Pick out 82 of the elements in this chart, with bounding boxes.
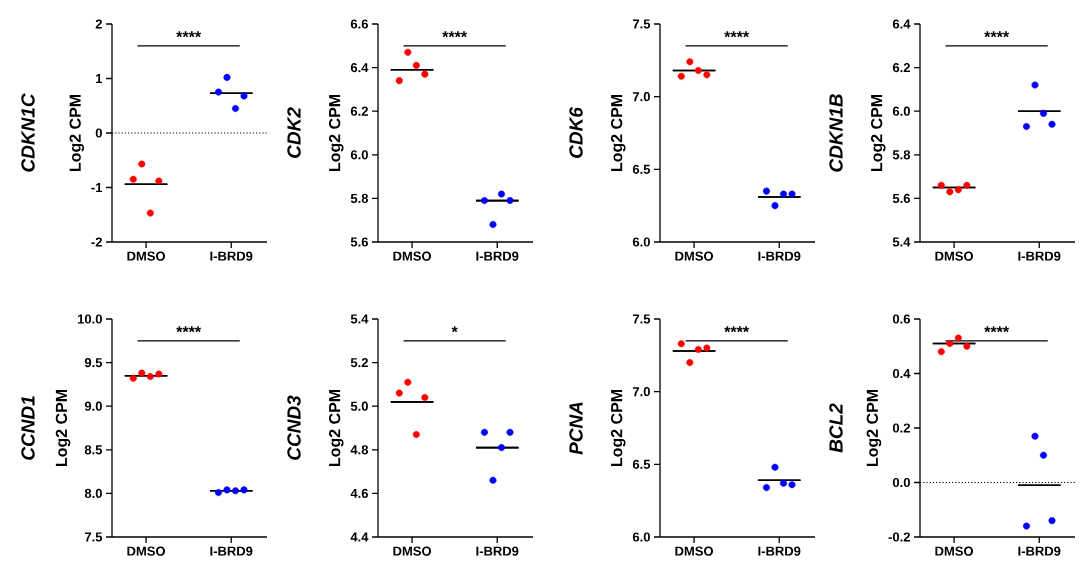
y-tick-label: 7.5 bbox=[632, 19, 651, 29]
y-tick-label: 6.2 bbox=[892, 62, 910, 73]
x-tick-label: I-BRD9 bbox=[476, 251, 519, 261]
x-tick-label: I-BRD9 bbox=[476, 546, 519, 556]
y-axis-title: Log2 CPM bbox=[610, 94, 626, 172]
annotation: **** bbox=[724, 326, 750, 333]
x-tick-label: DMSO bbox=[675, 546, 714, 556]
y-tick-label: 0.6 bbox=[892, 314, 911, 324]
y-tick-label: 5.0 bbox=[350, 401, 368, 411]
x-tick-label: I-BRD9 bbox=[1018, 251, 1061, 261]
y-tick-label: 5.8 bbox=[892, 150, 911, 160]
annotation: **** bbox=[176, 326, 202, 333]
text: CCND1 bbox=[21, 396, 35, 460]
text: BCL2 bbox=[829, 403, 843, 453]
y-tick-label: 1 bbox=[96, 74, 103, 83]
text: CDK2 bbox=[287, 107, 301, 158]
y-tick-label: 8.5 bbox=[84, 445, 103, 455]
y-tick-label: 6.2 bbox=[350, 106, 368, 116]
text: CCND3 bbox=[287, 395, 301, 460]
text: CDKN1C bbox=[21, 93, 35, 172]
y-tick-label: 7.0 bbox=[632, 387, 650, 397]
y-axis-title: Log2 CPM bbox=[870, 94, 886, 172]
x-tick-label: DMSO bbox=[935, 546, 974, 556]
y-tick-label: 6.0 bbox=[350, 150, 368, 160]
y-tick-label: 5.8 bbox=[350, 193, 369, 203]
y-tick-label: 8.0 bbox=[84, 488, 102, 498]
x-tick-label: DMSO bbox=[393, 546, 432, 556]
y-tick-label: 4.6 bbox=[350, 488, 368, 498]
x-tick-label: I-BRD9 bbox=[758, 546, 801, 556]
y-tick-label: 5.4 bbox=[892, 237, 911, 247]
text: CDKN1B bbox=[829, 94, 843, 172]
y-axis-title: Log2 CPM bbox=[610, 389, 626, 467]
y-tick-label: 0 bbox=[95, 128, 102, 138]
y-tick-label: 0.0 bbox=[892, 477, 910, 488]
x-tick-label: DMSO bbox=[935, 251, 974, 261]
y-tick-label: 7.5 bbox=[632, 314, 651, 324]
y-tick-label: 5.4 bbox=[350, 314, 369, 324]
annotation: * bbox=[451, 326, 458, 333]
y-tick-label: 5.2 bbox=[350, 357, 368, 368]
y-tick-label: 6.4 bbox=[892, 19, 911, 29]
y-tick-label: 6.0 bbox=[632, 532, 650, 542]
x-tick-label: DMSO bbox=[675, 251, 714, 261]
y-tick-label: -2 bbox=[91, 237, 102, 247]
x-tick-label: DMSO bbox=[127, 546, 166, 556]
y-tick-label: -1 bbox=[91, 183, 103, 192]
y-tick-label: 6.5 bbox=[632, 164, 651, 174]
x-tick-label: I-BRD9 bbox=[1018, 546, 1061, 556]
annotation: **** bbox=[984, 326, 1010, 333]
text: PCNA bbox=[569, 402, 583, 455]
y-tick-label: 7.0 bbox=[632, 92, 650, 102]
y-axis-title: Log2 CPM bbox=[55, 389, 71, 467]
y-tick-label: 10.0 bbox=[77, 314, 102, 324]
x-tick-label: I-BRD9 bbox=[210, 251, 253, 261]
x-tick-label: I-BRD9 bbox=[758, 251, 801, 261]
y-tick-label: 0.2 bbox=[892, 423, 910, 433]
annotation: **** bbox=[442, 31, 468, 38]
y-tick-label: 6.4 bbox=[350, 62, 369, 73]
y-tick-label: 7.5 bbox=[84, 532, 103, 542]
y-tick-label: 6.5 bbox=[632, 459, 651, 469]
y-tick-label: 5.6 bbox=[350, 237, 368, 247]
text: CDK6 bbox=[569, 107, 583, 158]
x-tick-label: DMSO bbox=[393, 251, 432, 261]
y-tick-label: 6.0 bbox=[632, 237, 650, 247]
y-axis-title: Log2 CPM bbox=[69, 94, 85, 172]
y-tick-label: 4.4 bbox=[350, 532, 369, 542]
y-tick-label: 9.5 bbox=[84, 357, 103, 368]
y-tick-label: -0.2 bbox=[888, 532, 910, 542]
y-axis-title: Log2 CPM bbox=[328, 94, 344, 172]
annotation: **** bbox=[724, 31, 750, 38]
x-tick-label: I-BRD9 bbox=[210, 546, 253, 556]
y-tick-label: 6.0 bbox=[892, 106, 910, 116]
annotation: **** bbox=[984, 31, 1010, 38]
annotation: **** bbox=[176, 31, 202, 38]
y-tick-label: 0.4 bbox=[892, 368, 911, 379]
y-tick-label: 5.6 bbox=[892, 193, 911, 203]
y-axis-title: Log2 CPM bbox=[328, 389, 344, 467]
y-tick-label: 4.8 bbox=[350, 445, 369, 455]
y-tick-label: 6.6 bbox=[350, 19, 368, 29]
y-tick-label: 2 bbox=[95, 19, 102, 29]
y-axis-title: Log2 CPM bbox=[866, 389, 882, 467]
y-tick-label: 9.0 bbox=[84, 401, 102, 411]
x-tick-label: DMSO bbox=[127, 251, 166, 261]
